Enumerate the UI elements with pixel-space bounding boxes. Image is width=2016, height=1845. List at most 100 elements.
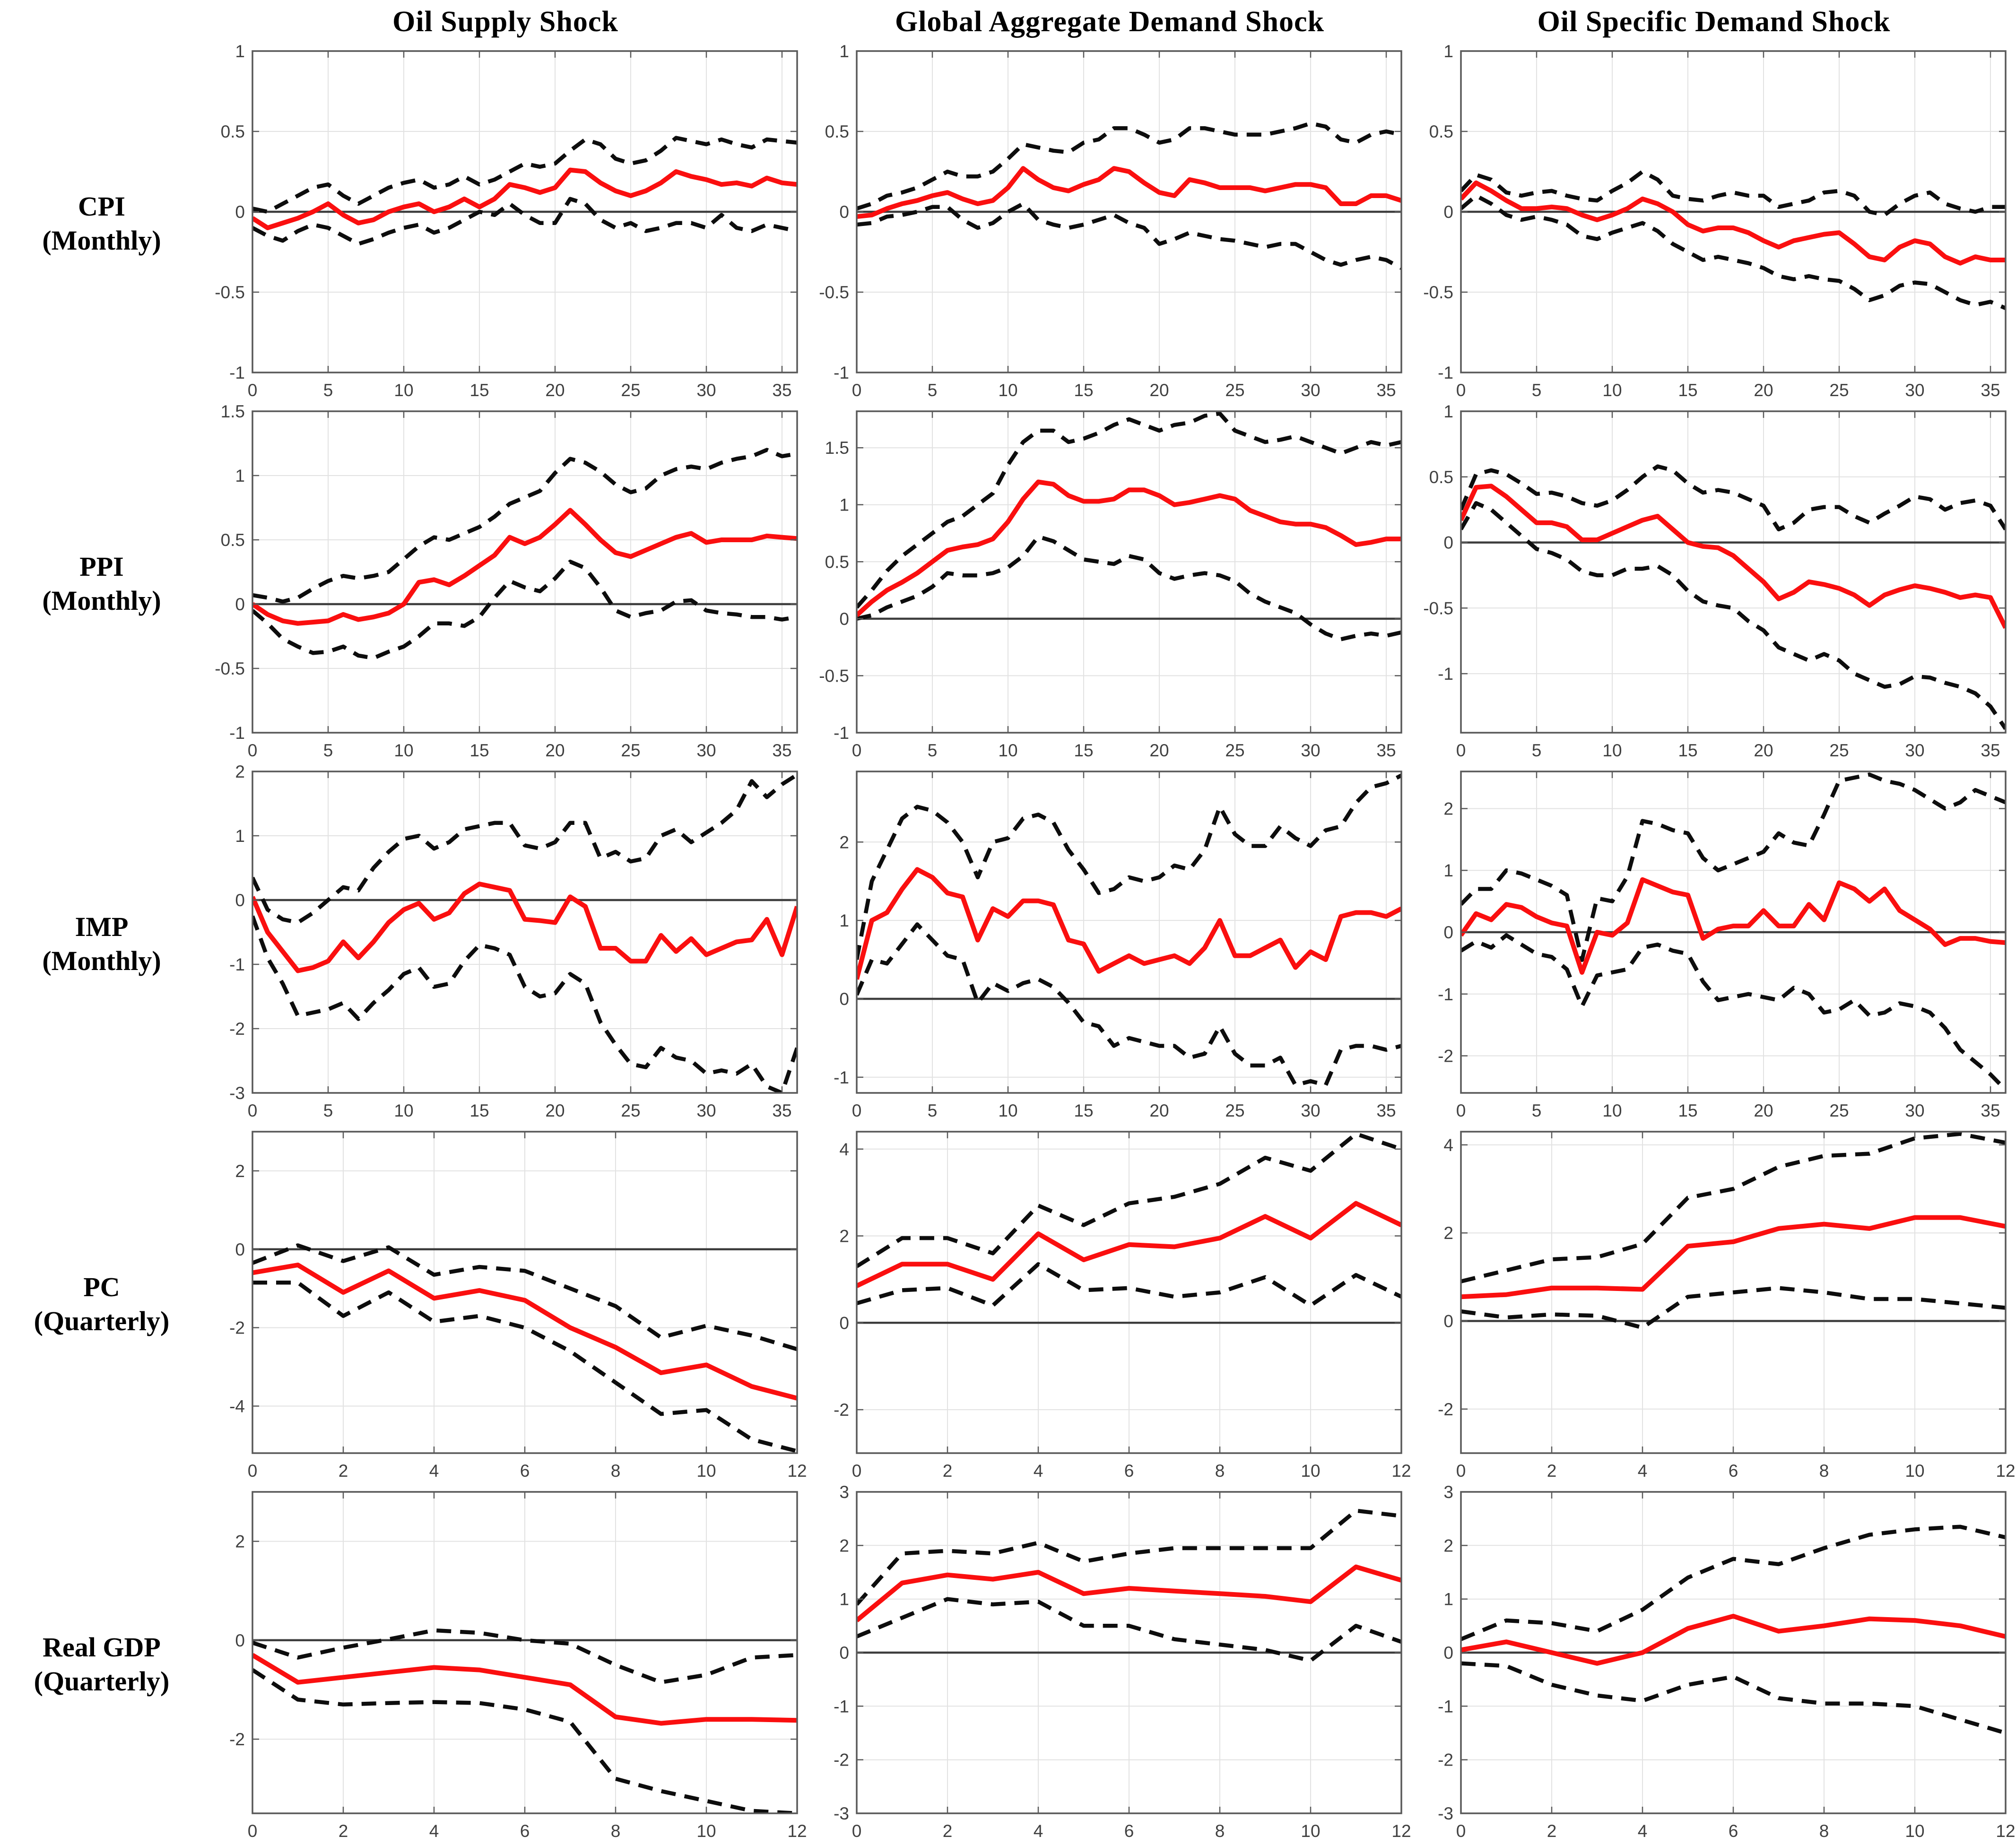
row-label-real-gdp-frequency: (Quarterly) — [34, 1666, 170, 1697]
svg-text:0: 0 — [248, 741, 258, 760]
svg-text:1.5: 1.5 — [825, 438, 849, 458]
row-cpi: CPI (Monthly) 0 5 10 15 20 25 30 35 1 0.5 0 -0.5 -1 … — [0, 43, 2016, 404]
svg-text:15: 15 — [1074, 741, 1093, 760]
row-label-ppi-name: PPI — [79, 551, 124, 582]
chart-cpi-global-aggregate-demand-shock: 0 5 10 15 20 25 30 35 1 0.5 0 -0.5 -1 — [808, 43, 1412, 404]
svg-text:-1: -1 — [834, 1697, 849, 1716]
svg-text:10: 10 — [1602, 381, 1622, 400]
svg-text:15: 15 — [469, 381, 489, 400]
svg-text:0: 0 — [248, 1821, 258, 1841]
svg-text:0.5: 0.5 — [1429, 468, 1453, 487]
svg-text:0: 0 — [852, 1461, 862, 1481]
row-label-pc: PC (Quarterly) — [0, 1124, 203, 1484]
svg-text:2: 2 — [1443, 1223, 1453, 1243]
svg-text:-1: -1 — [1438, 1697, 1453, 1716]
svg-text:-2: -2 — [229, 1730, 245, 1749]
svg-text:2: 2 — [1547, 1821, 1557, 1841]
plot-ppi-global-demand: 0 5 10 15 20 25 30 35 1.5 1 0.5 0 -0.5 -1 — [808, 404, 1412, 764]
svg-text:4: 4 — [1034, 1821, 1043, 1841]
svg-text:2: 2 — [1547, 1461, 1557, 1481]
svg-text:20: 20 — [1149, 381, 1169, 400]
svg-text:-1: -1 — [1438, 664, 1453, 684]
svg-text:15: 15 — [1678, 381, 1697, 400]
svg-text:0.5: 0.5 — [221, 530, 245, 550]
svg-text:10: 10 — [998, 741, 1017, 760]
svg-text:0: 0 — [248, 1461, 258, 1481]
chart-real-gdp-oil-supply-shock: 0 2 4 6 8 10 12 2 0 -2 — [203, 1484, 808, 1845]
svg-text:0: 0 — [852, 381, 862, 400]
svg-text:10: 10 — [394, 741, 413, 760]
svg-text:-4: -4 — [229, 1397, 245, 1416]
svg-text:0: 0 — [1456, 1821, 1466, 1841]
svg-text:5: 5 — [928, 381, 938, 400]
plot-pc-oil-supply: 0 2 4 6 8 10 12 2 0 -2 -4 — [203, 1124, 808, 1484]
svg-text:-2: -2 — [1438, 1400, 1453, 1419]
svg-text:-0.5: -0.5 — [819, 283, 849, 302]
svg-text:12: 12 — [1996, 1461, 2015, 1481]
chart-pc-oil-supply-shock: 0 2 4 6 8 10 12 2 0 -2 -4 — [203, 1124, 808, 1484]
plot-cpi-oil-supply: 0 5 10 15 20 25 30 35 1 0.5 0 -0.5 -1 — [203, 43, 808, 404]
svg-text:35: 35 — [1376, 741, 1396, 760]
svg-text:30: 30 — [1301, 381, 1320, 400]
svg-text:0: 0 — [852, 1101, 862, 1120]
svg-text:25: 25 — [621, 741, 640, 760]
svg-text:15: 15 — [1678, 741, 1697, 760]
svg-text:-0.5: -0.5 — [1423, 283, 1453, 302]
svg-text:30: 30 — [696, 741, 716, 760]
svg-text:12: 12 — [1996, 1821, 2015, 1841]
svg-text:1: 1 — [1443, 1590, 1453, 1609]
svg-text:12: 12 — [1391, 1461, 1411, 1481]
column-title-global-aggregate-demand-shock: Global Aggregate Demand Shock — [895, 5, 1324, 38]
svg-text:5: 5 — [323, 1101, 333, 1120]
svg-text:8: 8 — [611, 1461, 621, 1481]
svg-text:0: 0 — [1456, 1101, 1466, 1120]
svg-text:8: 8 — [1215, 1461, 1225, 1481]
svg-text:20: 20 — [1754, 381, 1773, 400]
chart-cpi-oil-supply-shock: 0 5 10 15 20 25 30 35 1 0.5 0 -0.5 -1 — [203, 43, 808, 404]
plot-pc-global-demand: 0 2 4 6 8 10 12 4 2 0 -2 — [808, 1124, 1412, 1484]
svg-text:0.5: 0.5 — [825, 122, 849, 141]
svg-text:10: 10 — [696, 1461, 716, 1481]
svg-text:-3: -3 — [1438, 1804, 1453, 1823]
svg-text:20: 20 — [545, 1101, 565, 1120]
svg-text:3: 3 — [1443, 1484, 1453, 1502]
svg-text:5: 5 — [323, 741, 333, 760]
svg-text:10: 10 — [998, 381, 1017, 400]
svg-text:-1: -1 — [1438, 985, 1453, 1004]
chart-ppi-oil-specific-demand-shock: 0 5 10 15 20 25 30 35 1 0.5 0 -0.5 -1 — [1412, 404, 2016, 764]
svg-text:1: 1 — [235, 43, 245, 61]
svg-text:0: 0 — [1456, 381, 1466, 400]
svg-text:10: 10 — [1602, 741, 1622, 760]
row-ppi: PPI (Monthly) 0 5 10 15 20 25 30 35 1.5 1 0.5 0 -0.5… — [0, 404, 2016, 764]
svg-text:25: 25 — [1829, 741, 1849, 760]
svg-text:25: 25 — [1225, 381, 1244, 400]
svg-text:8: 8 — [1819, 1461, 1829, 1481]
svg-text:25: 25 — [1225, 741, 1244, 760]
plot-ppi-oil-supply: 0 5 10 15 20 25 30 35 1.5 1 0.5 0 -0.5 -1 — [203, 404, 808, 764]
svg-text:5: 5 — [1532, 1101, 1542, 1120]
chart-ppi-oil-supply-shock: 0 5 10 15 20 25 30 35 1.5 1 0.5 0 -0.5 -1 — [203, 404, 808, 764]
column-title-oil-specific-demand-shock: Oil Specific Demand Shock — [1537, 5, 1891, 38]
svg-text:-2: -2 — [229, 1019, 245, 1039]
svg-text:10: 10 — [394, 1101, 413, 1120]
svg-text:-0.5: -0.5 — [819, 666, 849, 685]
row-label-cpi: CPI (Monthly) — [0, 43, 203, 404]
svg-text:0.5: 0.5 — [221, 122, 245, 141]
svg-text:10: 10 — [1301, 1461, 1320, 1481]
svg-text:30: 30 — [1905, 1101, 1924, 1120]
svg-text:4: 4 — [1638, 1461, 1648, 1481]
svg-text:-1: -1 — [834, 363, 849, 382]
svg-text:6: 6 — [1124, 1461, 1134, 1481]
svg-text:2: 2 — [339, 1461, 348, 1481]
svg-text:15: 15 — [1678, 1101, 1697, 1120]
svg-text:2: 2 — [839, 1227, 849, 1246]
svg-text:-1: -1 — [834, 1068, 849, 1087]
svg-text:5: 5 — [928, 741, 938, 760]
svg-text:0: 0 — [248, 381, 258, 400]
